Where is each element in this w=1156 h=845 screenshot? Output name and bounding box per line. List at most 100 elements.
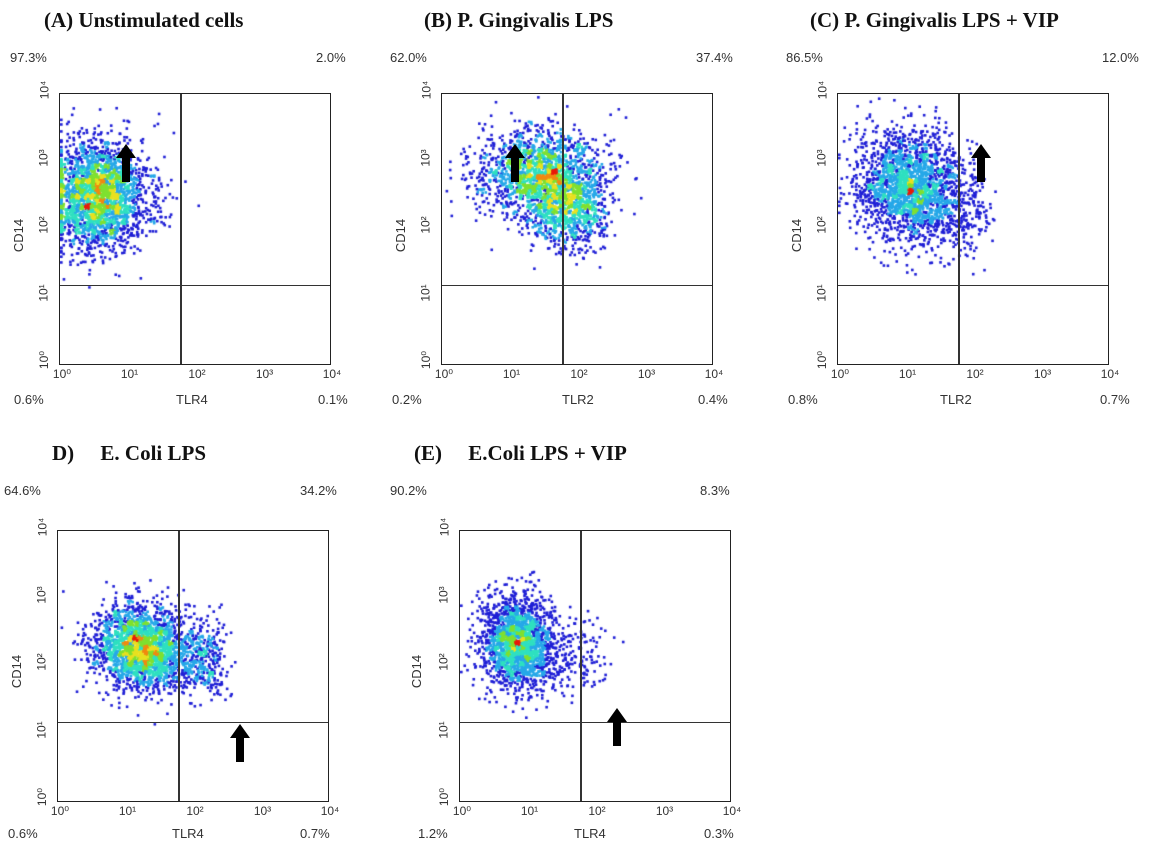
panel-title: D) E. Coli LPS xyxy=(52,441,207,465)
x-tick-label: 10² xyxy=(188,367,206,381)
arrow-up-icon xyxy=(971,144,991,182)
x-tick-label: 10⁴ xyxy=(320,804,340,818)
quadrant-line-vertical xyxy=(958,94,960,364)
x-tick-label: 10³ xyxy=(253,804,272,818)
quadrant-line-horizontal xyxy=(838,284,1108,287)
quadrant-lower-right-pct: 0.7% xyxy=(1100,392,1130,407)
x-tick-label: 10¹ xyxy=(118,804,137,818)
panel-title: (A) Unstimulated cells xyxy=(44,8,244,32)
quadrant-upper-left-pct: 64.6% xyxy=(4,483,41,498)
x-axis-label: TLR4 xyxy=(176,392,208,407)
y-axis-label: CD14 xyxy=(9,654,25,689)
x-tick-label: 10¹ xyxy=(520,804,539,818)
quadrant-upper-left-pct: 62.0% xyxy=(390,50,427,65)
arrow-up-icon xyxy=(607,708,627,746)
quadrant-upper-right-pct: 12.0% xyxy=(1102,50,1139,65)
scatter-plot xyxy=(441,93,713,365)
y-tick-label: 10³ xyxy=(814,148,829,167)
panel-title: (C) P. Gingivalis LPS + VIP xyxy=(810,8,1059,32)
event-scatter xyxy=(58,531,328,801)
y-axis-label: CD14 xyxy=(789,218,805,253)
x-tick-label: 10⁴ xyxy=(1100,367,1120,381)
y-tick-label: 10⁰ xyxy=(437,787,452,807)
x-tick-label: 10³ xyxy=(255,367,274,381)
quadrant-line-vertical xyxy=(580,531,582,801)
y-tick-label: 10³ xyxy=(36,148,51,167)
x-tick-label: 10¹ xyxy=(502,367,521,381)
quadrant-lower-right-pct: 0.1% xyxy=(318,392,348,407)
y-tick-label: 10⁴ xyxy=(815,80,830,100)
x-axis-label: TLR2 xyxy=(562,392,594,407)
quadrant-lower-right-pct: 0.4% xyxy=(698,392,728,407)
x-tick-label: 10² xyxy=(186,804,204,818)
quadrant-lower-left-pct: 0.6% xyxy=(8,826,38,841)
scatter-plot xyxy=(57,530,329,802)
x-tick-label: 10³ xyxy=(655,804,674,818)
quadrant-line-horizontal xyxy=(460,721,730,724)
arrow-up-icon xyxy=(116,144,136,182)
quadrant-upper-left-pct: 86.5% xyxy=(786,50,823,65)
panel-title: (E) E.Coli LPS + VIP xyxy=(414,441,627,465)
x-tick-label: 10² xyxy=(966,367,984,381)
quadrant-line-horizontal xyxy=(58,721,328,724)
event-scatter xyxy=(838,94,1108,364)
quadrant-line-vertical xyxy=(178,531,180,801)
y-tick-label: 10¹ xyxy=(418,283,433,302)
y-tick-label: 10⁴ xyxy=(419,80,434,100)
y-tick-label: 10⁴ xyxy=(37,80,52,100)
scatter-plot xyxy=(837,93,1109,365)
panel-title: (B) P. Gingivalis LPS xyxy=(424,8,614,32)
panel-e: (E) E.Coli LPS + VIP 90.2% 8.3% CD14 TLR… xyxy=(386,438,756,841)
y-tick-label: 10⁴ xyxy=(35,517,50,537)
arrow-up-icon xyxy=(505,144,525,182)
y-tick-label: 10² xyxy=(814,216,829,234)
y-tick-label: 10¹ xyxy=(36,283,51,302)
y-axis-label: CD14 xyxy=(409,654,425,689)
quadrant-lower-left-pct: 0.8% xyxy=(788,392,818,407)
quadrant-line-horizontal xyxy=(442,284,712,287)
x-axis-label: TLR4 xyxy=(574,826,606,841)
y-tick-label: 10² xyxy=(418,216,433,234)
y-axis-label: CD14 xyxy=(11,218,27,253)
y-tick-label: 10³ xyxy=(418,148,433,167)
x-tick-label: 10⁴ xyxy=(704,367,724,381)
scatter-plot xyxy=(59,93,331,365)
quadrant-lower-left-pct: 0.2% xyxy=(392,392,422,407)
y-tick-label: 10³ xyxy=(34,585,49,604)
y-tick-label: 10² xyxy=(34,653,49,671)
y-tick-label: 10¹ xyxy=(436,720,451,739)
quadrant-upper-left-pct: 97.3% xyxy=(10,50,47,65)
panel-a: (A) Unstimulated cells 97.3% 2.0% CD14 T… xyxy=(0,0,370,407)
x-tick-label: 10⁰ xyxy=(830,367,850,381)
x-tick-label: 10⁰ xyxy=(52,367,72,381)
event-scatter xyxy=(60,94,330,364)
y-axis-label: CD14 xyxy=(393,218,409,253)
y-tick-label: 10¹ xyxy=(814,283,829,302)
y-tick-label: 10² xyxy=(436,653,451,671)
x-tick-label: 10⁴ xyxy=(722,804,742,818)
quadrant-upper-right-pct: 8.3% xyxy=(700,483,730,498)
panel-b: (B) P. Gingivalis LPS 62.0% 37.4% CD14 T… xyxy=(386,0,756,407)
panel-d: D) E. Coli LPS 64.6% 34.2% CD14 TLR4 0.6… xyxy=(0,438,370,841)
x-tick-label: 10² xyxy=(588,804,606,818)
quadrant-lower-left-pct: 1.2% xyxy=(418,826,448,841)
panel-c: (C) P. Gingivalis LPS + VIP 86.5% 12.0% … xyxy=(782,0,1152,407)
quadrant-lower-right-pct: 0.3% xyxy=(704,826,734,841)
y-tick-label: 10⁰ xyxy=(419,350,434,370)
event-scatter xyxy=(442,94,712,364)
arrow-up-icon xyxy=(230,724,250,762)
x-tick-label: 10⁴ xyxy=(322,367,342,381)
x-axis-label: TLR2 xyxy=(940,392,972,407)
quadrant-lower-left-pct: 0.6% xyxy=(14,392,44,407)
x-tick-label: 10⁰ xyxy=(434,367,454,381)
x-tick-label: 10² xyxy=(570,367,588,381)
x-tick-label: 10¹ xyxy=(898,367,917,381)
x-tick-label: 10³ xyxy=(1033,367,1052,381)
y-tick-label: 10⁴ xyxy=(437,517,452,537)
scatter-plot xyxy=(459,530,731,802)
y-tick-label: 10⁰ xyxy=(35,787,50,807)
event-scatter xyxy=(460,531,730,801)
y-tick-label: 10¹ xyxy=(34,720,49,739)
y-tick-label: 10² xyxy=(36,216,51,234)
y-tick-label: 10⁰ xyxy=(37,350,52,370)
